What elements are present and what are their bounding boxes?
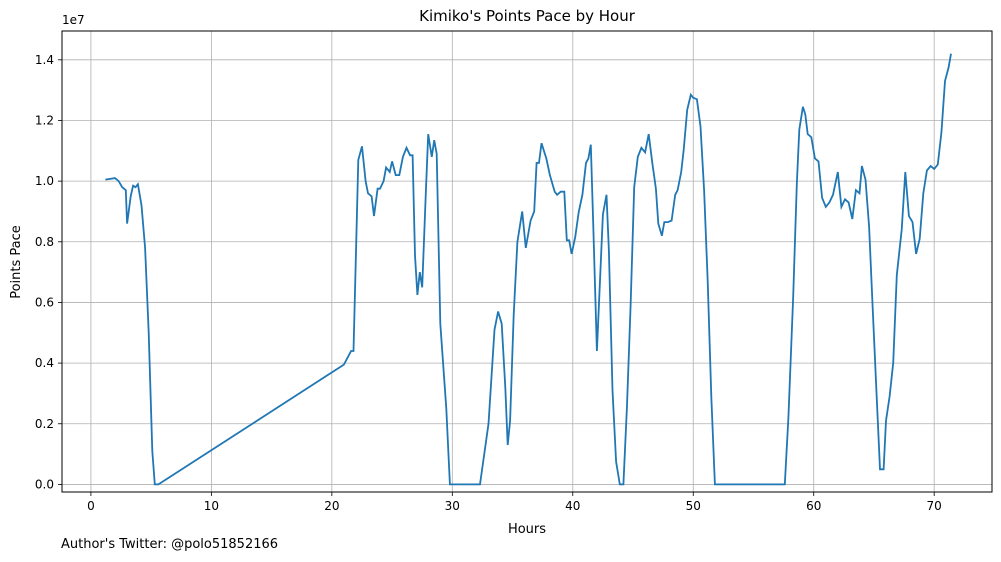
y-tick-label: 0.0 xyxy=(35,477,54,491)
x-axis-label: Hours xyxy=(508,522,546,537)
x-tick-label: 50 xyxy=(686,499,701,513)
author-footer: Author's Twitter: @polo51852166 xyxy=(61,537,279,552)
y-axis-label: Points Pace xyxy=(9,225,24,299)
y-tick-label: 1.4 xyxy=(35,53,54,67)
x-tick-label: 40 xyxy=(565,499,580,513)
chart-title: Kimiko's Points Pace by Hour xyxy=(419,7,636,25)
y-tick-label: 0.8 xyxy=(35,235,54,249)
y-axis-scale-label: 1e7 xyxy=(62,13,85,27)
plot-frame xyxy=(61,30,993,493)
y-tick-label: 1.0 xyxy=(35,174,54,188)
x-tick-label: 20 xyxy=(324,499,339,513)
x-tick-label: 60 xyxy=(806,499,821,513)
y-tick-label: 0.6 xyxy=(35,295,54,309)
x-tick-label: 30 xyxy=(445,499,460,513)
y-tick-label: 1.2 xyxy=(35,113,54,127)
x-tick-label: 10 xyxy=(204,499,219,513)
y-tick-label: 0.4 xyxy=(35,356,54,370)
y-tick-label: 0.2 xyxy=(35,417,54,431)
grid xyxy=(62,31,992,492)
series-line-points-pace xyxy=(105,53,952,486)
x-tick-label: 0 xyxy=(87,499,95,513)
axis-ticks: 0 10 20 30 40 50 60 70 0.0 0.2 0.4 0.6 0.8 1.0 1.2 1.4 xyxy=(35,53,942,513)
x-tick-label: 70 xyxy=(927,499,942,513)
